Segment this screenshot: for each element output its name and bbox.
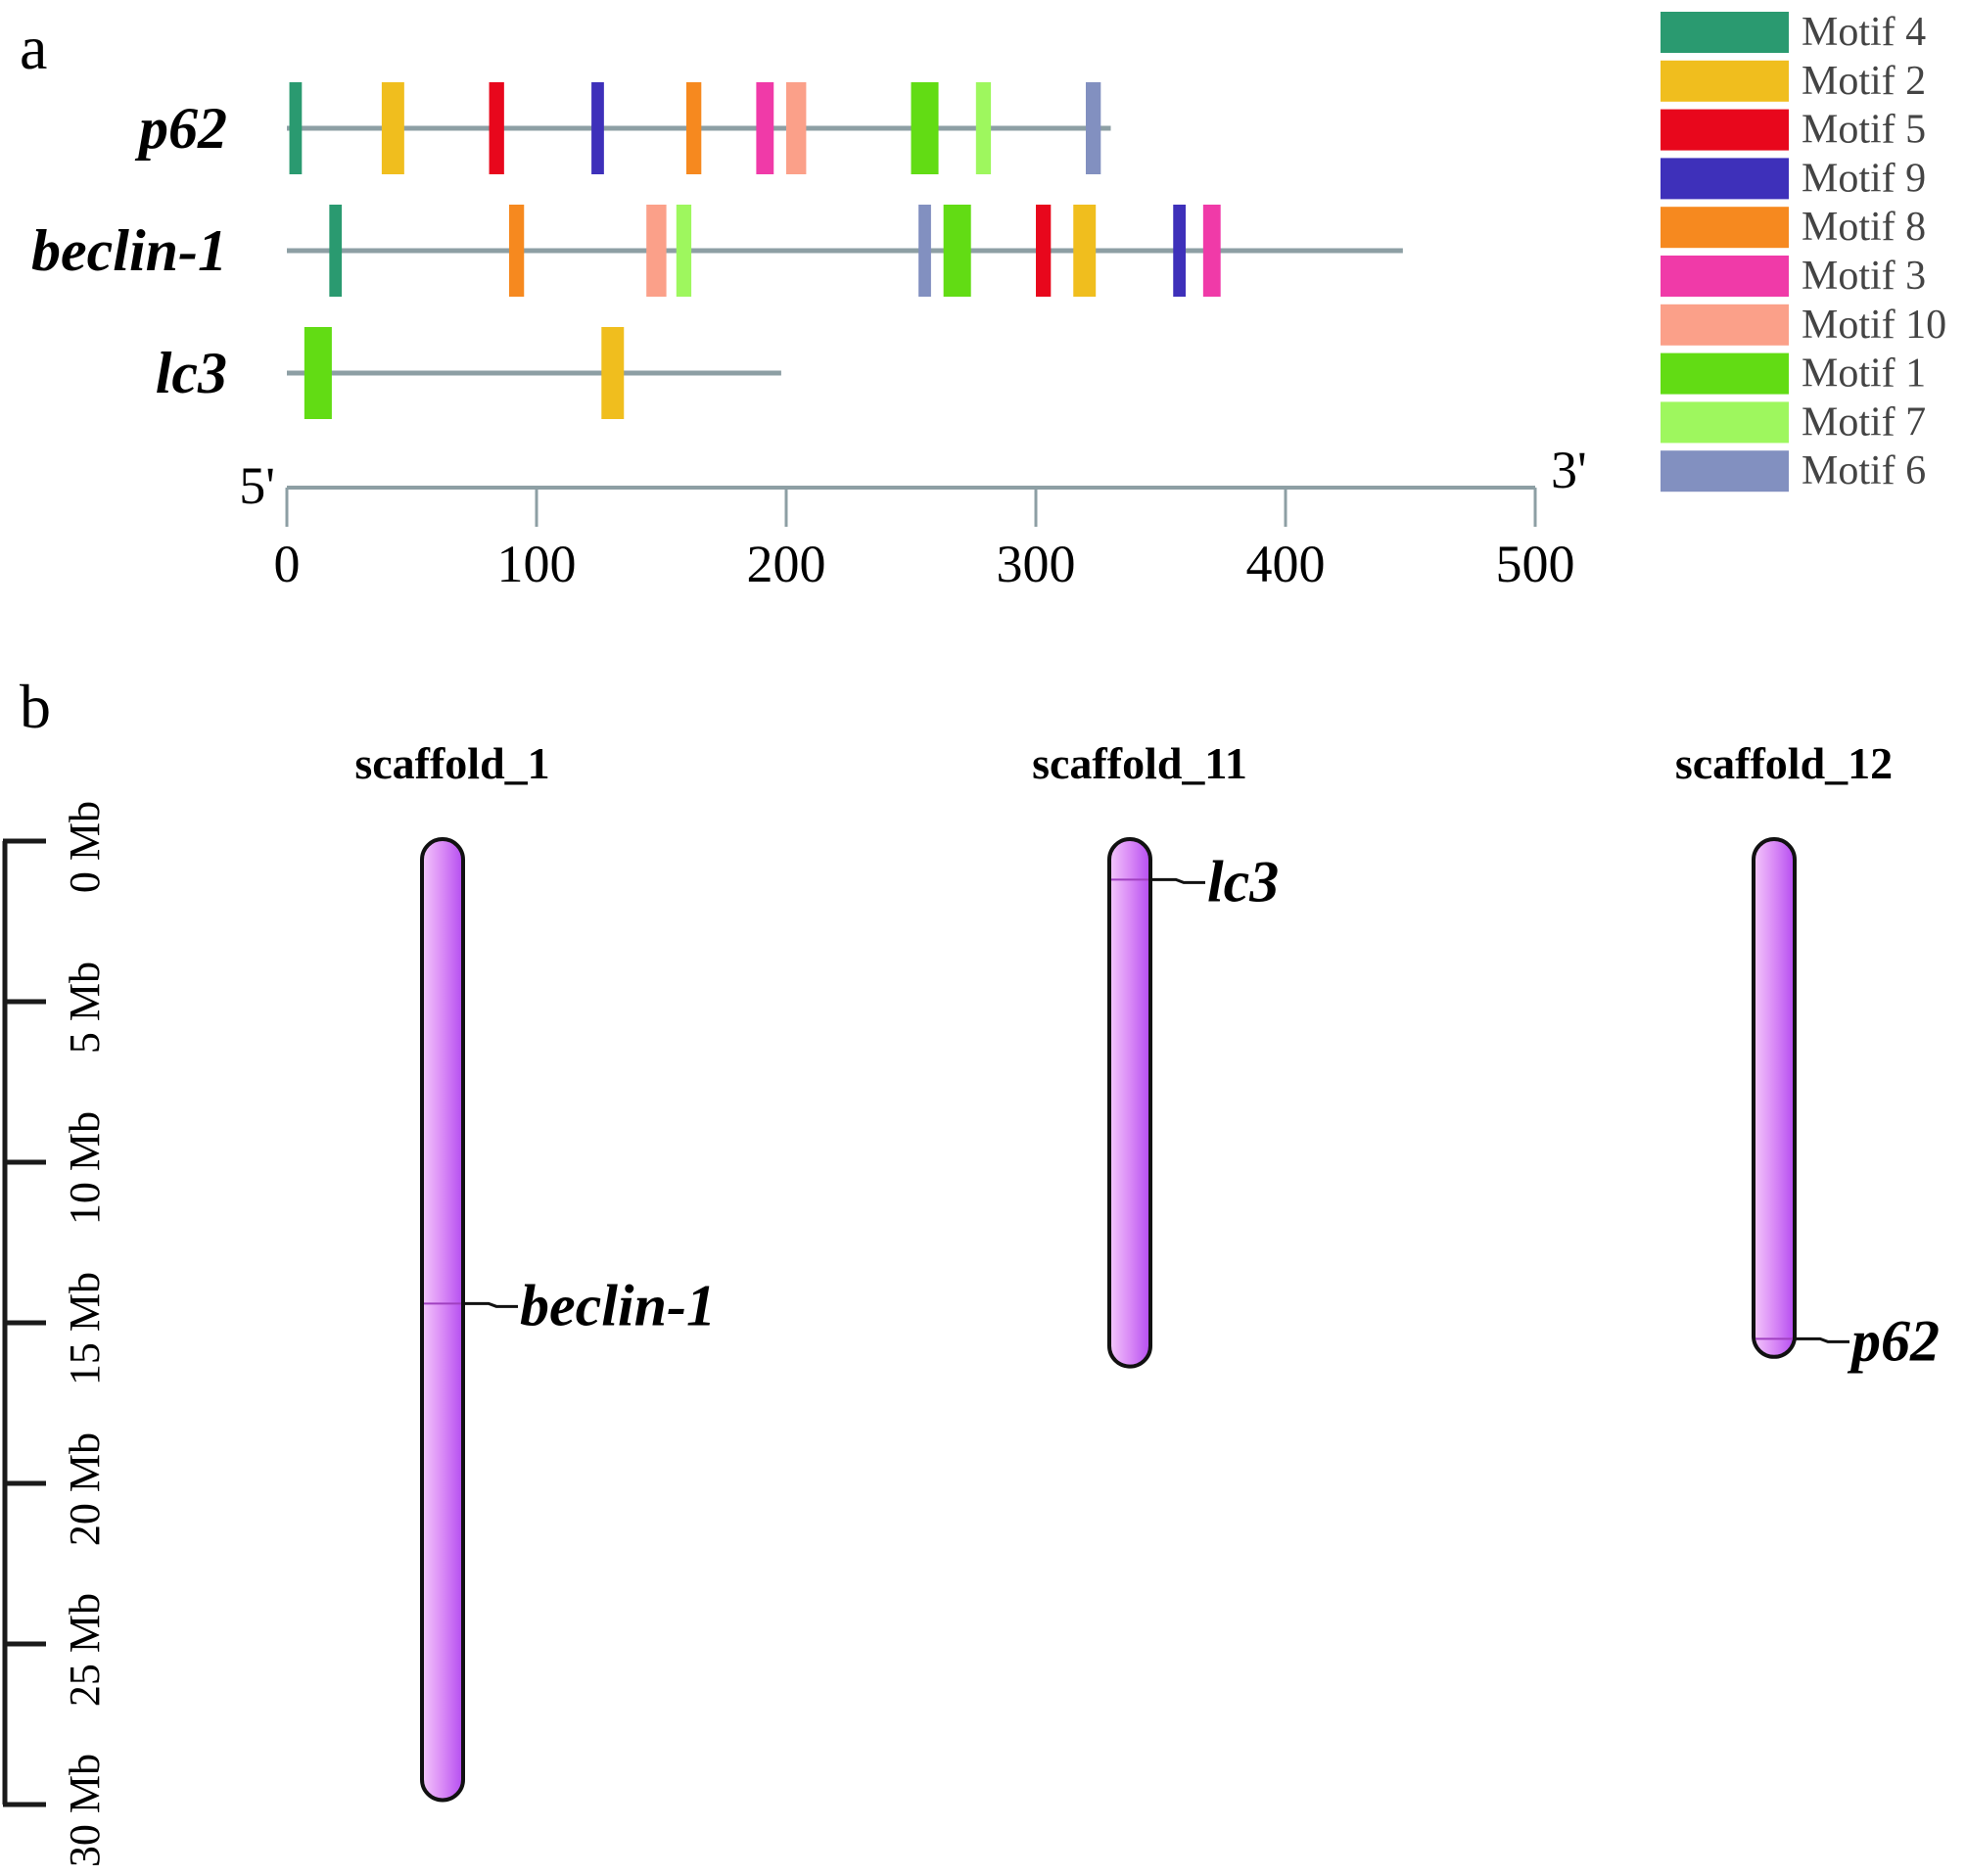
scale-tick-label: 15 Mb (61, 1272, 109, 1385)
legend-swatch (1661, 401, 1789, 444)
legend-swatch (1661, 60, 1789, 102)
legend-item: Motif 7 (1661, 399, 1926, 445)
motif-box-motif-3 (1202, 205, 1221, 297)
legend-item: Motif 3 (1661, 254, 1926, 299)
motif-box-motif-5 (489, 82, 504, 174)
legend-item: Motif 10 (1661, 303, 1946, 348)
scale-tick-label: 20 Mb (61, 1432, 109, 1546)
scaffold-scaffold_11: scaffold_11 lc3 (1032, 738, 1279, 1369)
legend-label: Motif 1 (1802, 352, 1926, 397)
legend-item: Motif 9 (1661, 156, 1926, 201)
legend-swatch (1661, 207, 1789, 249)
motif-box-motif-1 (943, 205, 971, 297)
gene-label: p62 (134, 96, 227, 161)
legend-swatch (1661, 12, 1789, 53)
legend-swatch (1661, 450, 1789, 492)
chromosome-gene-label: lc3 (1207, 849, 1279, 914)
legend-swatch (1661, 158, 1789, 200)
legend-item: Motif 2 (1661, 59, 1926, 104)
motif-box-motif-1 (304, 327, 332, 419)
three-prime-label: 3' (1551, 441, 1587, 499)
x-tick-label: 0 (274, 535, 301, 593)
gene-leader-line (1795, 1337, 1849, 1343)
legend-swatch (1661, 304, 1789, 346)
scale-tick-label: 25 Mb (61, 1593, 109, 1707)
chromosome-gene-label: beclin-1 (520, 1273, 716, 1337)
x-tick-label: 500 (1496, 535, 1575, 593)
motif-box-motif-6 (1086, 82, 1101, 174)
motif-map-panel: p62 beclin-1 lc3 0 100 200 300 400 500 5' 3' (31, 82, 1587, 593)
chromosome-bar (1752, 837, 1797, 1359)
motif-box-motif-4 (329, 205, 343, 297)
motif-box-motif-9 (1173, 205, 1186, 297)
scaffold-label: scaffold_11 (1032, 738, 1247, 788)
motif-box-motif-10 (786, 82, 807, 174)
gene-leader-line (463, 1301, 518, 1308)
x-tick-label: 300 (997, 535, 1076, 593)
gene-track-lc3: lc3 (156, 327, 781, 419)
legend-label: Motif 4 (1802, 10, 1926, 55)
legend-label: Motif 10 (1802, 303, 1946, 348)
legend-item: Motif 4 (1661, 10, 1926, 55)
gene-label: beclin-1 (31, 218, 227, 283)
motif-box-motif-3 (756, 82, 774, 174)
motif-box-motif-10 (646, 205, 667, 297)
legend-item: Motif 1 (1661, 352, 1926, 397)
scale-tick-label: 30 Mb (61, 1754, 109, 1867)
scale-tick-label: 0 Mb (61, 801, 109, 893)
five-prime-label: 5' (239, 456, 275, 515)
motif-box-motif-6 (918, 205, 931, 297)
legend-swatch (1661, 352, 1789, 395)
motif-box-motif-2 (1073, 205, 1097, 297)
chromosome-bar (420, 837, 465, 1803)
legend-label: Motif 9 (1802, 156, 1926, 201)
motif-box-motif-2 (381, 82, 404, 174)
mb-scale-bar: 0 Mb 5 Mb 10 Mb 15 Mb 20 Mb 25 Mb 30 Mb (2, 801, 109, 1867)
motif-box-motif-5 (1036, 205, 1052, 297)
x-tick-label: 200 (747, 535, 826, 593)
motif-box-motif-7 (975, 82, 992, 174)
motif-box-motif-9 (591, 82, 604, 174)
motif-box-motif-4 (289, 82, 303, 174)
gene-leader-line (1150, 877, 1205, 884)
legend-label: Motif 5 (1802, 108, 1926, 153)
legend-item: Motif 8 (1661, 205, 1926, 250)
scale-tick-label: 5 Mb (61, 961, 109, 1054)
motif-box-motif-1 (911, 82, 939, 174)
motif-box-motif-8 (508, 205, 525, 297)
x-tick-label: 400 (1246, 535, 1326, 593)
legend-label: Motif 6 (1802, 448, 1926, 493)
panel-b-label: b (20, 672, 51, 741)
motif-box-motif-7 (676, 205, 692, 297)
scale-tick-label: 10 Mb (61, 1111, 109, 1225)
gene-track-p62: p62 (134, 82, 1111, 174)
chromosome-bar (1107, 837, 1152, 1369)
x-tick-label: 100 (497, 535, 577, 593)
scaffold-scaffold_1: scaffold_1 beclin-1 (354, 738, 716, 1803)
legend-label: Motif 2 (1802, 59, 1926, 104)
scaffold-scaffold_12: scaffold_12 p62 (1675, 738, 1940, 1373)
legend-item: Motif 6 (1661, 448, 1926, 493)
scaffold-label: scaffold_12 (1675, 738, 1893, 788)
legend-swatch (1661, 109, 1789, 151)
gene-track-beclin-1: beclin-1 (31, 205, 1403, 297)
x-axis: 0 100 200 300 400 500 5' 3' (239, 441, 1586, 593)
chromosome-gene-label: p62 (1847, 1308, 1940, 1373)
legend-label: Motif 8 (1802, 205, 1926, 250)
legend-label: Motif 7 (1802, 399, 1926, 445)
chromosome-map-panel: 0 Mb 5 Mb 10 Mb 15 Mb 20 Mb 25 Mb 30 Mb scaffol… (2, 738, 1940, 1867)
scaffold-label: scaffold_1 (354, 738, 549, 788)
legend-label: Motif 3 (1802, 254, 1926, 299)
legend-swatch (1661, 256, 1789, 297)
gene-label: lc3 (156, 341, 227, 405)
motif-box-motif-2 (601, 327, 625, 419)
panel-a-label: a (20, 13, 47, 82)
legend-item: Motif 5 (1661, 108, 1926, 153)
motif-box-motif-8 (686, 82, 702, 174)
